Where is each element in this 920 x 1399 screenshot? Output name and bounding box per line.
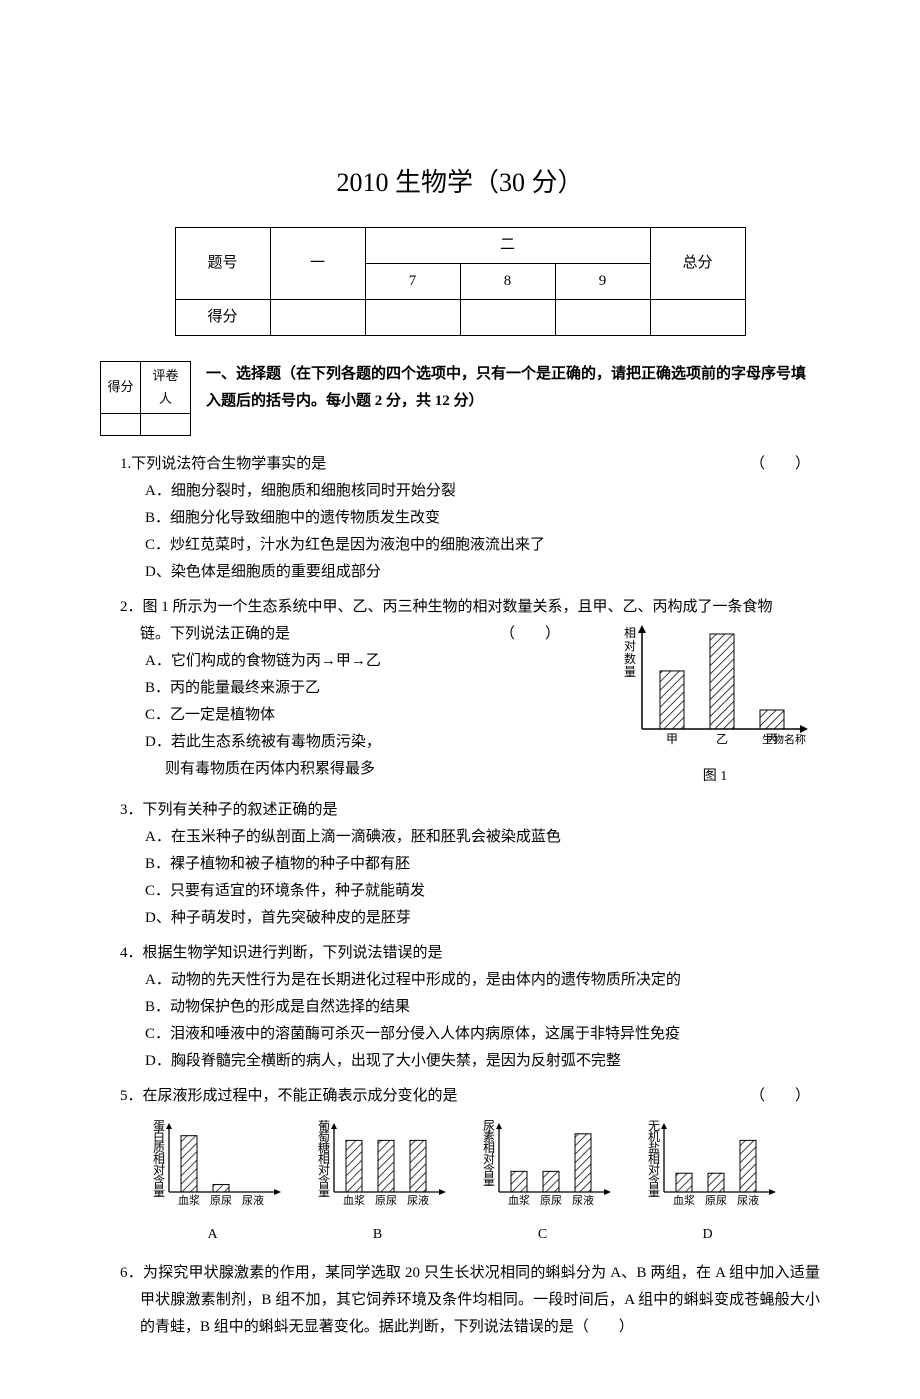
svg-text:葡萄糖相对含量: 葡萄糖相对含量: [318, 1120, 330, 1199]
section-1-title: 一、选择题（在下列各题的四个选项中，只有一个是正确的，请把正确选项前的字母序号填…: [206, 361, 820, 415]
th-sub-9: 9: [555, 263, 650, 299]
q4-opt-a: A．动物的先天性行为是在长期进化过程中形成的，是由体内的遗传物质所决定的: [100, 967, 820, 994]
q5-chart-label: A: [143, 1222, 283, 1247]
svg-text:原尿: 原尿: [540, 1194, 562, 1207]
q1-opt-a: A．细胞分裂时，细胞质和细胞核同时开始分裂: [100, 478, 820, 505]
q5-chart-a: 蛋白质相对含量血浆原尿尿液 A: [143, 1120, 283, 1247]
question-5: 5．在尿液形成过程中，不能正确表示成分变化的是（ ） 蛋白质相对含量血浆原尿尿液…: [100, 1083, 820, 1252]
svg-text:尿液: 尿液: [407, 1193, 429, 1207]
q1-opt-d: D、染色体是细胞质的重要组成部分: [100, 559, 820, 586]
q5-chart-c: 尿素相对含量血浆原尿尿液 C: [473, 1120, 613, 1247]
th-total: 总分: [650, 227, 745, 299]
grader-blank: [141, 413, 191, 435]
q3-opt-b: B．裸子植物和被子植物的种子中都有胚: [100, 851, 820, 878]
q4-opt-b: B．动物保护色的形成是自然选择的结果: [100, 994, 820, 1021]
grader-person: 评卷人: [141, 361, 191, 413]
q1-stem: 1.下列说法符合生物学事实的是: [120, 456, 326, 472]
grader-blank: [101, 413, 141, 435]
answer-paren: （ ）: [770, 1083, 810, 1110]
row-score-label: 得分: [175, 299, 270, 335]
svg-text:血浆: 血浆: [178, 1193, 200, 1207]
svg-text:尿液: 尿液: [572, 1193, 594, 1207]
score-cell: [555, 299, 650, 335]
q5-chart-d: 无机盐相对含量血浆原尿尿液 D: [638, 1120, 778, 1247]
q3-opt-c: C．只要有适宜的环境条件，种子就能萌发: [100, 878, 820, 905]
q3-stem: 3．下列有关种子的叙述正确的是: [100, 797, 820, 824]
svg-text:相对数量: 相对数量: [624, 626, 636, 679]
q5-chart-label: B: [308, 1222, 448, 1247]
svg-text:尿素相对含量: 尿素相对含量: [483, 1120, 495, 1188]
score-cell: [270, 299, 365, 335]
q4-opt-d: D．胸段脊髓完全横断的病人，出现了大小便失禁，是因为反射弧不完整: [100, 1048, 820, 1075]
svg-text:原尿: 原尿: [375, 1194, 397, 1207]
q5-charts-row: 蛋白质相对含量血浆原尿尿液A葡萄糖相对含量血浆原尿尿液B尿素相对含量血浆原尿尿液…: [100, 1110, 820, 1252]
q5-chart-label: C: [473, 1222, 613, 1247]
th-sub-7: 7: [365, 263, 460, 299]
figure-1: 相对数量甲乙丙生物名称 图 1: [610, 621, 820, 789]
score-cell: [650, 299, 745, 335]
score-table: 题号 一 二 总分 7 8 9 得分: [175, 227, 746, 336]
q1-opt-c: C．炒红苋菜时，汁水为红色是因为液泡中的细胞液流出来了: [100, 532, 820, 559]
svg-text:无机盐相对含量: 无机盐相对含量: [648, 1120, 660, 1199]
q5-chart-b: 葡萄糖相对含量血浆原尿尿液 B: [308, 1120, 448, 1247]
q4-stem: 4．根据生物学知识进行判断，下列说法错误的是: [100, 940, 820, 967]
svg-text:血浆: 血浆: [673, 1193, 695, 1207]
svg-text:生物名称: 生物名称: [762, 732, 806, 746]
figure-1-chart: 相对数量甲乙丙生物名称: [610, 621, 810, 751]
q1-opt-b: B．细胞分化导致细胞中的遗传物质发生改变: [100, 505, 820, 532]
th-sub-8: 8: [460, 263, 555, 299]
q3-opt-a: A．在玉米种子的纵剖面上滴一滴碘液，胚和胚乳会被染成蓝色: [100, 824, 820, 851]
svg-text:甲: 甲: [666, 732, 678, 746]
q3-opt-d: D、种子萌发时，首先突破种皮的是胚芽: [100, 905, 820, 932]
svg-text:原尿: 原尿: [210, 1194, 232, 1207]
q2-stem-2: 链。下列说法正确的是: [140, 626, 290, 642]
q5-chart-label: D: [638, 1222, 778, 1247]
th-part1: 一: [270, 227, 365, 299]
question-2: 2．图 1 所示为一个生态系统中甲、乙、丙三种生物的相对数量关系，且甲、乙、丙构…: [100, 594, 820, 789]
page-title: 2010 生物学（30 分）: [100, 160, 820, 207]
svg-text:血浆: 血浆: [343, 1193, 365, 1207]
answer-paren: （ ）: [770, 451, 810, 478]
grader-score: 得分: [101, 361, 141, 413]
figure-1-caption: 图 1: [610, 764, 820, 789]
question-6: 6．为探究甲状腺激素的作用，某同学选取 20 只生长状况相同的蝌蚪分为 A、B …: [100, 1260, 820, 1341]
th-part2: 二: [365, 227, 650, 263]
svg-text:原尿: 原尿: [705, 1194, 727, 1207]
grader-table: 得分 评卷人: [100, 361, 191, 436]
q4-opt-c: C．泪液和唾液中的溶菌酶可杀灭一部分侵入人体内病原体，这属于非特异性免疫: [100, 1021, 820, 1048]
question-4: 4．根据生物学知识进行判断，下列说法错误的是 A．动物的先天性行为是在长期进化过…: [100, 940, 820, 1075]
th-qnum: 题号: [175, 227, 270, 299]
q6-stem: 6．为探究甲状腺激素的作用，某同学选取 20 只生长状况相同的蝌蚪分为 A、B …: [100, 1260, 820, 1341]
q2-stem-1: 2．图 1 所示为一个生态系统中甲、乙、丙三种生物的相对数量关系，且甲、乙、丙构…: [100, 594, 820, 621]
question-3: 3．下列有关种子的叙述正确的是 A．在玉米种子的纵剖面上滴一滴碘液，胚和胚乳会被…: [100, 797, 820, 932]
svg-text:尿液: 尿液: [242, 1193, 264, 1207]
svg-text:尿液: 尿液: [737, 1193, 759, 1207]
question-1: 1.下列说法符合生物学事实的是 （ ） A．细胞分裂时，细胞质和细胞核同时开始分裂…: [100, 451, 820, 586]
section-1-header: 得分 评卷人 一、选择题（在下列各题的四个选项中，只有一个是正确的，请把正确选项…: [100, 361, 820, 436]
q5-stem: 5．在尿液形成过程中，不能正确表示成分变化的是: [120, 1088, 458, 1104]
svg-text:蛋白质相对含量: 蛋白质相对含量: [153, 1120, 165, 1199]
score-cell: [365, 299, 460, 335]
answer-paren: （ ）: [500, 621, 560, 648]
svg-text:乙: 乙: [716, 732, 728, 746]
svg-text:血浆: 血浆: [508, 1193, 530, 1207]
score-cell: [460, 299, 555, 335]
